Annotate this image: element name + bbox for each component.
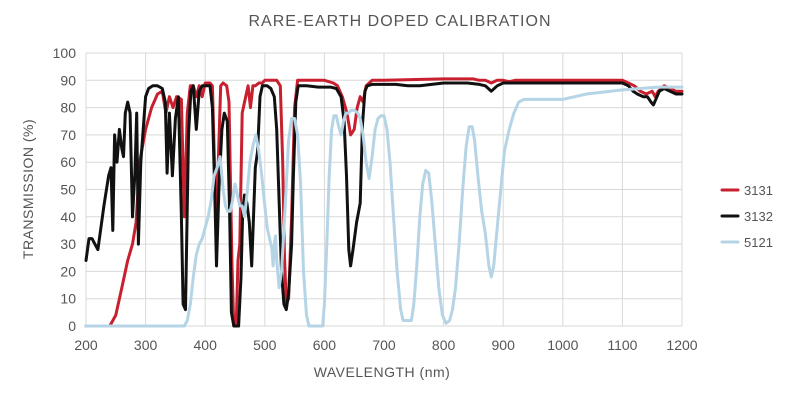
x-tick-label: 1100 xyxy=(607,337,637,353)
series-line-3132 xyxy=(84,81,684,328)
x-tick-label: 800 xyxy=(432,337,456,353)
x-tick-label: 500 xyxy=(253,337,277,353)
x-axis-title: WAVELENGTH (nm) xyxy=(314,364,451,380)
x-tick-label: 300 xyxy=(134,337,158,353)
x-tick-label: 700 xyxy=(372,337,396,353)
y-axis-title: TRANSMISSION (%) xyxy=(20,119,36,259)
y-tick-label: 40 xyxy=(60,209,76,225)
series-line-5121 xyxy=(84,85,684,328)
legend-label-5121: 5121 xyxy=(744,235,773,250)
y-tick-label: 90 xyxy=(60,72,76,88)
series-lines xyxy=(84,77,684,328)
x-tick-label: 1000 xyxy=(547,337,578,353)
y-tick-label: 20 xyxy=(60,263,76,279)
legend-label-3132: 3132 xyxy=(744,209,773,224)
y-tick-label: 70 xyxy=(60,127,76,143)
chart-title: RARE-EARTH DOPED CALIBRATION xyxy=(248,13,551,30)
y-tick-label: 0 xyxy=(68,318,76,334)
y-tick-label: 30 xyxy=(60,236,76,252)
y-tick-label: 10 xyxy=(60,291,76,307)
tick-labels: 0 10 20 30 40 50 60 70 80 90 100 200 300 400 500 600 700… xyxy=(53,45,698,353)
legend-label-3131: 3131 xyxy=(744,183,773,198)
x-tick-label: 600 xyxy=(313,337,337,353)
x-tick-label: 900 xyxy=(492,337,516,353)
y-tick-label: 60 xyxy=(60,154,76,170)
x-tick-label: 200 xyxy=(74,337,98,353)
x-tick-label: 1200 xyxy=(666,337,697,353)
y-tick-label: 80 xyxy=(60,100,76,116)
x-tick-label: 400 xyxy=(194,337,218,353)
legend: 3131 3132 5121 xyxy=(720,183,773,250)
y-tick-label: 50 xyxy=(60,182,76,198)
y-tick-label: 100 xyxy=(53,45,77,61)
